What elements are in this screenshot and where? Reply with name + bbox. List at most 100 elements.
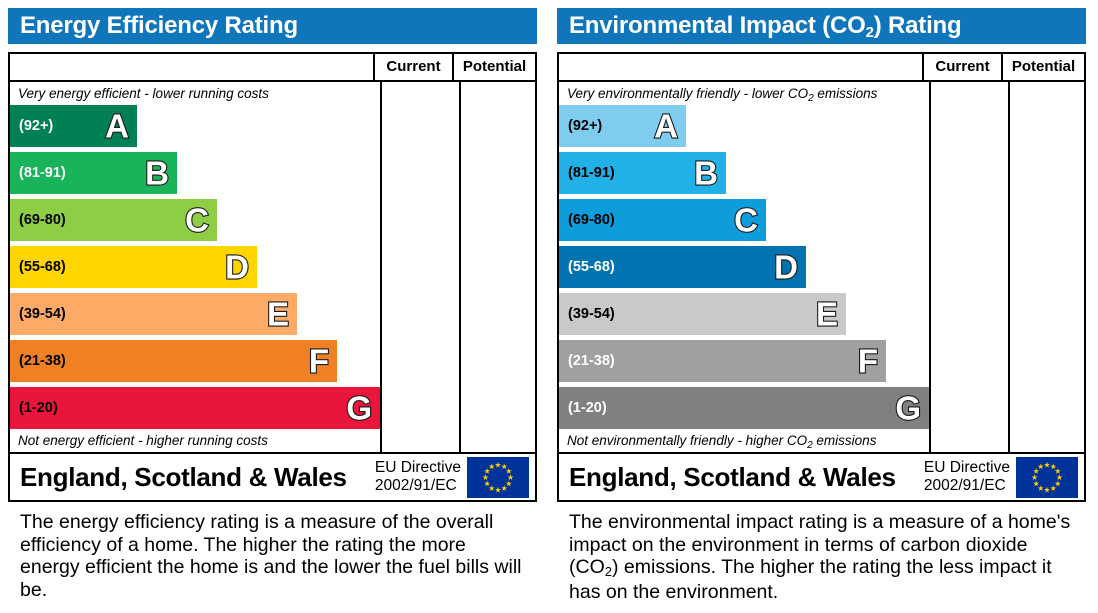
energy-bar-range-label: (92+) [19, 118, 54, 134]
co2-bar-row: (69-80) C [559, 199, 929, 241]
energy-bar-range-label: (1-20) [19, 400, 58, 416]
co2-bar-range-label: (81-91) [568, 165, 615, 181]
co2-bar-letter-e: E [815, 295, 839, 333]
energy-header-blank [10, 54, 375, 80]
environmental-header-current: Current [924, 54, 1003, 80]
energy-bar-row: (81-91) B [10, 152, 380, 194]
energy-current-value-cell [382, 82, 461, 452]
environmental-caption-top-text: Very environmentally friendly - lower CO [567, 86, 809, 101]
co2-bar-row: (1-20) G [559, 387, 929, 429]
eu-star-icon [482, 473, 489, 480]
eu-star-icon [484, 480, 491, 486]
eu-star-icon [484, 467, 491, 474]
energy-bar-letter-a: A [104, 107, 130, 145]
co2-bar-range-label: (39-54) [568, 306, 615, 322]
environmental-caption-top: Very environmentally friendly - lower CO… [559, 82, 929, 105]
energy-header-potential: Potential [462, 58, 527, 75]
energy-efficiency-table: Current Potential Very energy efficient … [8, 52, 537, 502]
energy-bar-row: (92+) A [10, 105, 380, 147]
environmental-caption-bottom-subscript: 2 [807, 440, 813, 451]
energy-bar-letter-c: C [184, 201, 210, 239]
energy-directive-line1: EU Directive [374, 459, 461, 476]
environmental-description-subscript: 2 [604, 564, 612, 579]
energy-bar-row: (1-20) G [10, 387, 380, 429]
energy-table-body-row: Very energy efficient - lower running co… [10, 82, 535, 452]
energy-bar-e: (39-54) E [10, 293, 297, 335]
environmental-bars-group: (92+) A (81-91) B (69-80) C (55-68) D (39-54) E (2… [559, 105, 929, 429]
energy-bar-f: (21-38) F [10, 340, 337, 382]
environmental-description: The environmental impact rating is a mea… [557, 511, 1077, 603]
environmental-table-header-row: Current Potential [559, 54, 1084, 82]
co2-bar-d: (55-68) D [559, 246, 806, 288]
co2-bar-range-label: (21-38) [568, 353, 615, 369]
energy-bar-c: (69-80) C [10, 199, 217, 241]
eu-star-icon [1050, 463, 1057, 469]
environmental-title-text: Environmental Impact (CO [569, 12, 866, 39]
environmental-title-subscript: 2 [865, 24, 874, 41]
energy-potential-value-cell [461, 82, 542, 452]
environmental-current-value-cell [931, 82, 1010, 452]
environmental-caption-bottom-tail: emissions [812, 433, 877, 448]
co2-bar-range-label: (1-20) [568, 400, 607, 416]
energy-efficiency-title-text: Energy Efficiency Rating [20, 12, 298, 39]
energy-bar-row: (39-54) E [10, 293, 380, 335]
environmental-footer-region: England, Scotland & Wales [569, 461, 896, 492]
energy-caption-top: Very energy efficient - lower running co… [18, 86, 269, 101]
co2-bar-c: (69-80) C [559, 199, 766, 241]
eu-star-icon [488, 484, 495, 491]
energy-efficiency-title: Energy Efficiency Rating [8, 8, 537, 44]
eu-star-icon [505, 480, 512, 486]
energy-bar-letter-g: G [345, 389, 373, 427]
energy-bar-letter-e: E [266, 295, 290, 333]
eu-flag-stars-icon [1016, 456, 1078, 498]
environmental-caption-bottom-text: Not environmentally friendly - higher CO [567, 433, 808, 448]
co2-bar-letter-c: C [733, 201, 759, 239]
eu-flag-icon [467, 456, 529, 498]
eu-star-icon [1056, 473, 1063, 480]
energy-description: The energy efficiency rating is a measur… [20, 511, 522, 601]
energy-caption-bottom: Not energy efficient - higher running co… [18, 433, 268, 448]
co2-bar-letter-a: A [653, 107, 679, 145]
eu-star-icon [495, 461, 501, 468]
eu-star-icon [1033, 480, 1040, 486]
eu-star-icon [1054, 467, 1061, 474]
energy-bars-group: (92+) A (81-91) B (69-80) C (55-68) D (39-54) E (2… [10, 105, 380, 429]
environmental-caption-bottom: Not environmentally friendly - higher CO… [559, 429, 929, 452]
environmental-description-part1: The environmental impact rating is a mea… [569, 511, 1071, 578]
environmental-bars-column: Very environmentally friendly - lower CO… [559, 82, 931, 452]
co2-bar-row: (92+) A [559, 105, 929, 147]
eu-star-icon [501, 463, 508, 469]
environmental-title-tail: ) Rating [873, 12, 962, 39]
co2-bar-a: (92+) A [559, 105, 686, 147]
energy-bar-letter-b: B [144, 154, 170, 192]
energy-bar-range-label: (81-91) [19, 165, 66, 181]
co2-bar-letter-f: F [857, 342, 879, 380]
environmental-caption-top-subscript: 2 [808, 93, 814, 104]
energy-footer-row: England, Scotland & Wales EU Directive 2… [10, 452, 535, 500]
environmental-footer-directive: EU Directive 2002/91/EC [924, 459, 1016, 495]
eu-star-icon [1044, 461, 1050, 468]
co2-bar-e: (39-54) E [559, 293, 846, 335]
energy-bar-letter-d: D [224, 248, 250, 286]
environmental-impact-table: Current Potential Very environmentally f… [557, 52, 1086, 502]
energy-bar-a: (92+) A [10, 105, 137, 147]
energy-bar-g: (1-20) G [10, 387, 380, 429]
environmental-caption-top-tail: emissions [813, 86, 878, 101]
energy-bar-row: (69-80) C [10, 199, 380, 241]
eu-star-icon [1037, 463, 1044, 469]
co2-bar-row: (55-68) D [559, 246, 929, 288]
energy-bar-range-label: (39-54) [19, 306, 66, 322]
eu-star-icon [507, 473, 514, 480]
environmental-directive-line1: EU Directive [923, 459, 1010, 476]
energy-bars-column: Very energy efficient - lower running co… [10, 82, 382, 452]
co2-bar-letter-g: G [894, 389, 922, 427]
eu-star-icon [1037, 484, 1044, 491]
environmental-impact-panel: Environmental Impact (CO2) Rating Curren… [549, 0, 1094, 613]
eu-star-icon [501, 484, 508, 491]
environmental-header-potential: Potential [1011, 58, 1076, 75]
eu-star-icon [1031, 473, 1038, 480]
co2-bar-b: (81-91) B [559, 152, 726, 194]
energy-directive-line2: 2002/91/EC [374, 477, 457, 494]
co2-bar-row: (21-38) F [559, 340, 929, 382]
eu-star-icon [1044, 486, 1050, 493]
